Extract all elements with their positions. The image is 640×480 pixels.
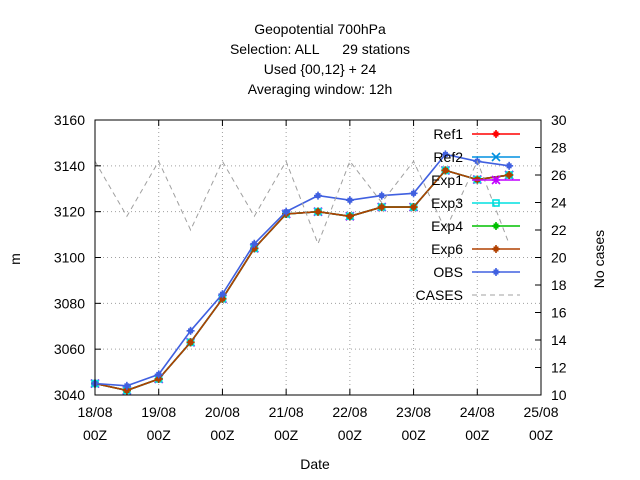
- data-point: [186, 326, 195, 335]
- title-line: Used {00,12} + 24: [264, 61, 377, 77]
- y2-tick-label: 16: [551, 305, 567, 321]
- x-tick-label-hour: 00Z: [402, 427, 427, 443]
- legend-entry: CASES: [416, 287, 520, 303]
- data-point: [505, 171, 514, 179]
- legend: Ref1 Ref2 Exp1 Exp3 Exp4 Exp6 OBS CASES: [416, 126, 520, 303]
- y-tick-label: 3100: [54, 250, 85, 266]
- series-cases: [94, 160, 510, 246]
- legend-entry: Exp1: [431, 172, 520, 188]
- y2-axis-label: No cases: [591, 230, 607, 288]
- legend-label: OBS: [433, 264, 463, 280]
- data-point: [505, 161, 514, 170]
- x-tick-label-date: 18/08: [77, 404, 112, 420]
- series-line: [94, 169, 510, 392]
- data-point: [154, 370, 163, 379]
- title-line: Geopotential 700hPa: [254, 21, 386, 37]
- data-point: [377, 191, 386, 200]
- y2-tick-label: 12: [551, 360, 567, 376]
- x-tick-label-hour: 00Z: [210, 427, 235, 443]
- legend-entry: Exp6: [431, 241, 520, 257]
- x-tick-label-date: 19/08: [141, 404, 176, 420]
- data-point: [441, 166, 450, 175]
- data-point: [345, 196, 354, 205]
- y-axis-label: m: [7, 253, 23, 265]
- x-tick-label-date: 20/08: [205, 404, 240, 420]
- x-tick-label-date: 21/08: [269, 404, 304, 420]
- data-point: [492, 199, 500, 207]
- data-point: [122, 381, 131, 390]
- y-tick-label: 3160: [54, 112, 85, 128]
- x-tick-label-hour: 00Z: [338, 427, 363, 443]
- legend-entry: Ref1: [433, 126, 520, 142]
- y2-tick-label: 26: [551, 167, 567, 183]
- x-tick-label-date: 24/08: [460, 404, 495, 420]
- data-point: [491, 175, 501, 185]
- x-tick-label-hour: 00Z: [147, 427, 172, 443]
- series-line: [94, 160, 510, 246]
- data-point: [409, 203, 418, 212]
- data-point: [492, 130, 500, 138]
- data-point: [377, 203, 386, 212]
- y2-tick-label: 30: [551, 112, 567, 128]
- legend-label: Ref1: [433, 126, 463, 142]
- y-tick-label: 3040: [54, 387, 85, 403]
- y-tick-label: 3140: [54, 158, 85, 174]
- x-tick-label-date: 22/08: [332, 404, 367, 420]
- y-tick-label: 3120: [54, 204, 85, 220]
- y-tick-label: 3060: [54, 341, 85, 357]
- data-point: [250, 239, 259, 248]
- legend-label: Exp4: [431, 218, 463, 234]
- legend-entry: Exp4: [431, 218, 520, 234]
- y2-tick-label: 28: [551, 140, 567, 156]
- y2-tick-label: 14: [551, 332, 567, 348]
- series-lines: [90, 150, 514, 395]
- data-point: [492, 268, 500, 276]
- legend-label: CASES: [416, 287, 463, 303]
- x-tick-label-hour: 00Z: [83, 427, 108, 443]
- data-point: [186, 338, 195, 347]
- x-tick-label-date: 25/08: [523, 404, 558, 420]
- data-point: [345, 212, 354, 221]
- title-line: Averaging window: 12h: [248, 81, 393, 97]
- legend-label: Exp1: [431, 172, 463, 188]
- legend-entry: OBS: [433, 264, 520, 280]
- y2-tick-label: 10: [551, 387, 567, 403]
- x-tick-label-date: 23/08: [396, 404, 431, 420]
- data-point: [409, 189, 418, 198]
- legend-label: Exp3: [431, 195, 463, 211]
- data-point: [314, 191, 322, 200]
- y2-tick-label: 20: [551, 250, 567, 266]
- y2-tick-label: 24: [551, 195, 567, 211]
- y-tick-label: 3080: [54, 295, 85, 311]
- data-point: [218, 290, 227, 299]
- data-point: [492, 222, 500, 230]
- y2-tick-label: 18: [551, 277, 567, 293]
- data-point: [314, 207, 322, 216]
- data-point: [492, 245, 500, 253]
- data-point: [491, 152, 501, 162]
- y2-tick-label: 22: [551, 222, 567, 238]
- x-tick-label-hour: 00Z: [465, 427, 490, 443]
- x-axis-label: Date: [300, 456, 330, 472]
- legend-entry: Exp3: [431, 195, 520, 211]
- legend-entry: Ref2: [433, 149, 520, 165]
- legend-label: Exp6: [431, 241, 463, 257]
- chart-title: Geopotential 700hPa Selection: ALL 29 sta…: [230, 21, 410, 97]
- title-line: Selection: ALL 29 stations: [230, 41, 410, 57]
- x-tick-label-hour: 00Z: [274, 427, 299, 443]
- data-point: [282, 207, 291, 216]
- axis-ticks: 3040 3060 3080 3100 3120 3140 3160 10 12 14 16 18 20…: [54, 112, 567, 443]
- data-point: [441, 150, 450, 159]
- legend-label: Ref2: [433, 149, 463, 165]
- x-tick-label-hour: 00Z: [529, 427, 554, 443]
